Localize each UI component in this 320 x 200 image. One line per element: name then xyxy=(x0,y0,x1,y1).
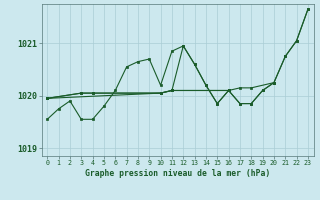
X-axis label: Graphe pression niveau de la mer (hPa): Graphe pression niveau de la mer (hPa) xyxy=(85,169,270,178)
